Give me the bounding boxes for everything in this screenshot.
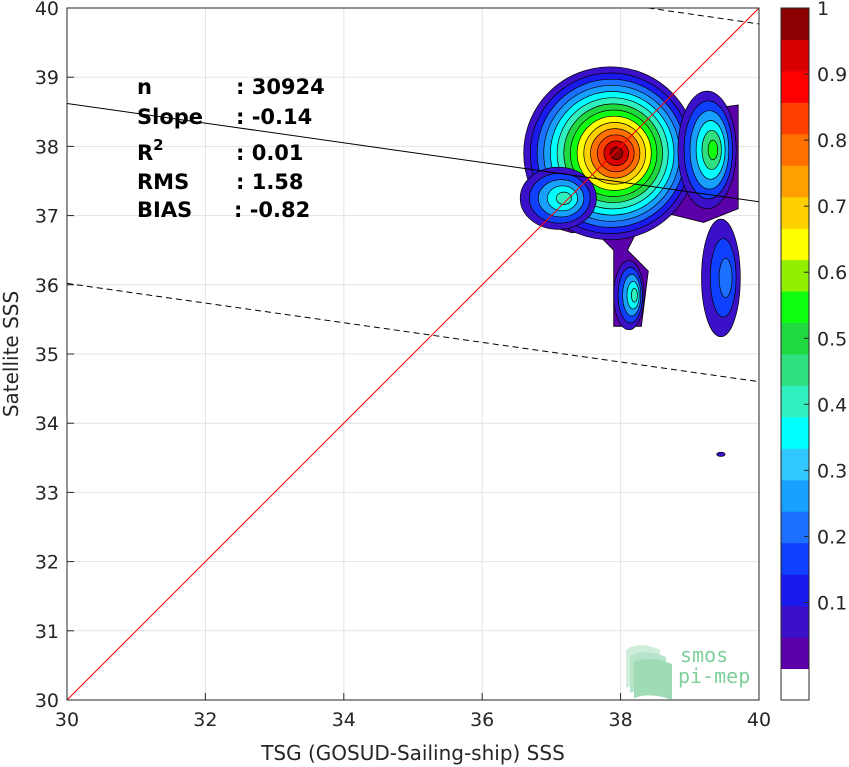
colorbar-segment <box>781 542 809 575</box>
upper-dashed-line <box>648 8 759 25</box>
colorbar-tick-label: 0.1 <box>817 592 847 614</box>
colorbar-tick-label: 0.2 <box>817 526 847 548</box>
colorbar-segment <box>781 354 809 386</box>
y-tick-label: 35 <box>35 344 59 366</box>
density-contour-level <box>610 146 624 160</box>
colorbar-tick-label: 0.8 <box>817 130 847 152</box>
density-contour-level <box>707 139 719 161</box>
stat-value: : 30924 <box>236 75 325 99</box>
colorbar-segment <box>781 574 809 607</box>
stat-label: n <box>137 75 152 99</box>
logo-text-smos: smos <box>680 643 728 667</box>
colorbar-segment <box>781 8 809 40</box>
colorbar-segment <box>781 70 809 103</box>
lower-dashed-line <box>67 282 759 383</box>
colorbar-frame <box>780 7 810 701</box>
y-tick-label: 33 <box>35 482 59 504</box>
x-axis-ticks: 30 32 34 36 38 40 <box>55 693 771 731</box>
colorbar-segment <box>781 668 809 701</box>
y-tick-label: 32 <box>35 552 59 574</box>
colorbar-segment <box>781 133 809 166</box>
stat-value: : 1.58 <box>236 170 304 194</box>
colorbar-segment <box>781 448 809 481</box>
colorbar-tick-label: 1 <box>817 0 829 20</box>
y-tick-label: 40 <box>35 0 59 20</box>
colorbar-segment <box>781 385 809 418</box>
colorbar-segment <box>781 259 809 292</box>
colorbar-segment <box>781 291 809 324</box>
y-tick-label: 30 <box>35 690 59 712</box>
y-tick-label: 34 <box>35 413 59 435</box>
density-contour-level <box>555 191 572 205</box>
stat-value: : -0.14 <box>236 105 312 129</box>
x-tick-label: 32 <box>193 709 217 731</box>
density-contour-level <box>718 257 733 298</box>
colorbar-segment <box>781 165 809 198</box>
y-tick-label: 39 <box>35 67 59 89</box>
stat-label: Slope <box>137 105 203 129</box>
x-tick-label: 36 <box>470 709 494 731</box>
colorbar: 0.1 0.2 0.3 0.4 0.5 0.6 0.7 0.8 0.9 1 <box>780 0 847 701</box>
y-tick-label: 36 <box>35 275 59 297</box>
colorbar-segment <box>781 196 809 229</box>
logo-text-pimep: pi-mep <box>678 664 750 688</box>
colorbar-tick-label: 0.6 <box>817 262 847 284</box>
colorbar-segment <box>781 637 809 670</box>
y-axis-ticks: 30 31 32 33 34 35 36 37 38 39 40 <box>35 0 74 712</box>
y-axis-label: Satellite SSS <box>0 291 23 417</box>
colorbar-segment <box>781 102 809 135</box>
colorbar-tick-label: 0.5 <box>817 328 847 350</box>
colorbar-segment <box>781 511 809 544</box>
y-tick-label: 31 <box>35 621 59 643</box>
x-tick-label: 38 <box>609 709 633 731</box>
x-tick-label: 40 <box>747 709 771 731</box>
density-contour-level <box>631 287 638 303</box>
x-tick-label: 30 <box>55 709 79 731</box>
logo-wave-icon <box>626 645 672 700</box>
one-to-one-line <box>67 8 759 700</box>
colorbar-segment <box>781 605 809 638</box>
y-tick-label: 37 <box>35 206 59 228</box>
reference-lines <box>67 8 759 700</box>
stat-value: : -0.82 <box>234 198 310 222</box>
smos-pimep-logo: smos pi-mep <box>626 643 750 700</box>
colorbar-tick-label: 0.9 <box>817 64 847 86</box>
x-axis-label: TSG (GOSUD-Sailing-ship) SSS <box>260 741 565 765</box>
colorbar-segment <box>781 228 809 261</box>
stat-label: RMS <box>137 170 189 194</box>
density-contour-level <box>716 451 726 457</box>
stat-label: BIAS <box>137 198 192 222</box>
colorbar-segment <box>781 39 809 72</box>
regression-line <box>67 103 759 203</box>
colorbar-segment <box>781 479 809 512</box>
y-tick-label: 38 <box>35 136 59 158</box>
grid-lines <box>66 7 760 701</box>
colorbar-tick-label: 0.4 <box>817 394 847 416</box>
x-tick-label: 34 <box>332 709 356 731</box>
colorbar-segment <box>781 416 809 449</box>
stat-value: : 0.01 <box>236 141 304 165</box>
colorbar-tick-label: 0.3 <box>817 460 847 482</box>
colorbar-tick-label: 0.7 <box>817 196 847 218</box>
